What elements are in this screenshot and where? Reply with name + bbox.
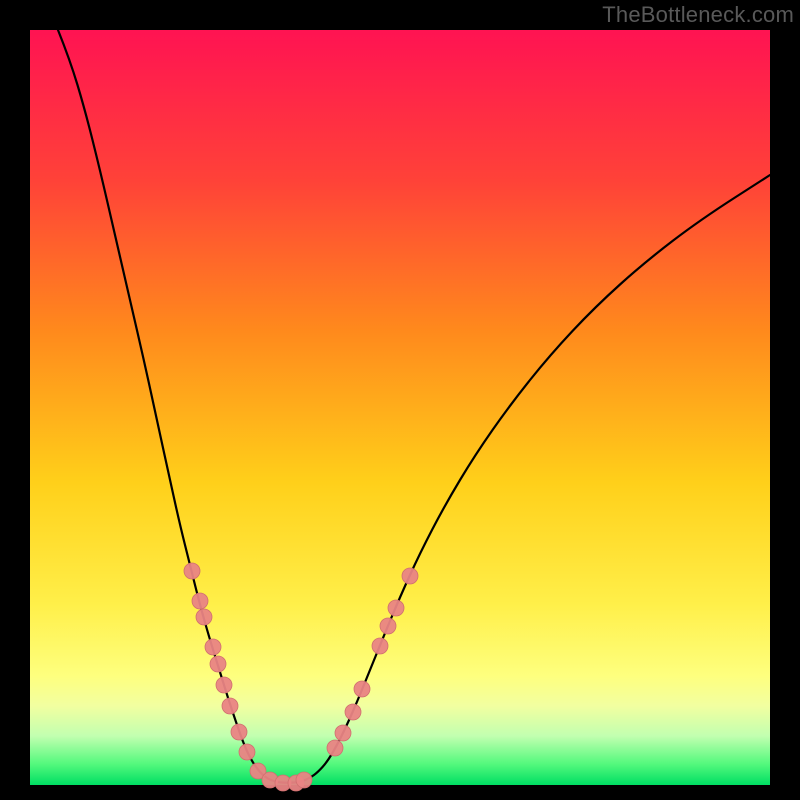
data-point [184, 563, 200, 579]
plot-background [30, 30, 770, 785]
data-point [231, 724, 247, 740]
data-point [345, 704, 361, 720]
data-point [372, 638, 388, 654]
watermark-text: TheBottleneck.com [602, 2, 794, 28]
data-point [296, 772, 312, 788]
data-point [192, 593, 208, 609]
chart-stage: TheBottleneck.com [0, 0, 800, 800]
plot-svg [0, 0, 800, 800]
data-point [335, 725, 351, 741]
data-point [380, 618, 396, 634]
data-point [402, 568, 418, 584]
data-point [216, 677, 232, 693]
data-point [354, 681, 370, 697]
data-point [210, 656, 226, 672]
data-point [327, 740, 343, 756]
data-point [205, 639, 221, 655]
data-point [239, 744, 255, 760]
data-point [222, 698, 238, 714]
data-point [388, 600, 404, 616]
data-point [196, 609, 212, 625]
